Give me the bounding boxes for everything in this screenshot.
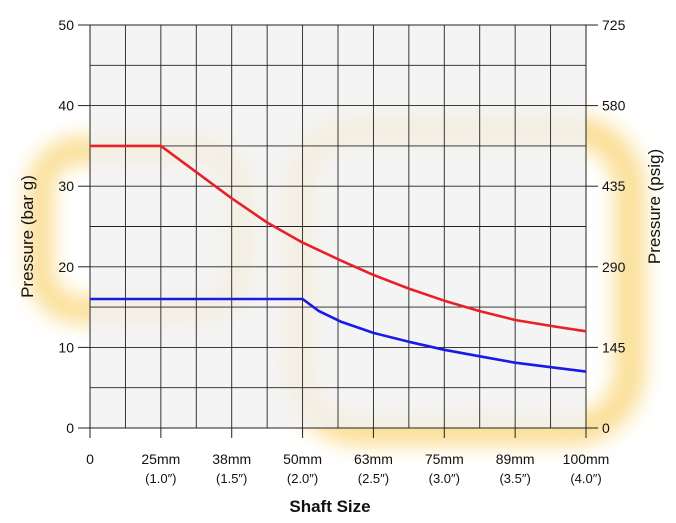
x-axis-title: Shaft Size [289, 497, 370, 516]
x-tick-sublabel: (4.0″) [570, 471, 601, 486]
y-left-tick-label: 50 [58, 17, 74, 33]
x-tick-label: 89mm [496, 451, 535, 467]
y-left-tick-label: 40 [58, 98, 74, 114]
y-right-tick-label: 435 [602, 178, 626, 194]
x-tick-label: 50mm [283, 451, 322, 467]
x-tick-sublabel: (1.0″) [145, 471, 176, 486]
y-left-tick-label: 10 [58, 339, 74, 355]
x-tick-label: 0 [86, 451, 94, 467]
y-left-tick-label: 30 [58, 178, 74, 194]
y-right-tick-label: 580 [602, 98, 626, 114]
x-tick-sublabel: (2.5″) [358, 471, 389, 486]
x-tick-label: 75mm [425, 451, 464, 467]
y-right-tick-label: 290 [602, 259, 626, 275]
y-axis-right-title: Pressure (psig) [645, 149, 664, 264]
x-tick-sublabel: (3.5″) [499, 471, 530, 486]
y-right-tick-label: 725 [602, 17, 626, 33]
x-tick-label: 100mm [563, 451, 610, 467]
y-left-tick-label: 0 [66, 420, 74, 436]
y-left-tick-label: 20 [58, 259, 74, 275]
grid-lines [78, 24, 598, 438]
x-tick-label: 25mm [141, 451, 180, 467]
y-right-tick-label: 0 [602, 420, 610, 436]
series-line-1 [90, 144, 587, 333]
series-line-2 [90, 297, 587, 373]
plot-frame [89, 24, 587, 429]
y-axis-left-title: Pressure (bar g) [18, 175, 37, 298]
x-tick-sublabel: (1.5″) [216, 471, 247, 486]
x-tick-label: 38mm [212, 451, 251, 467]
x-tick-label: 63mm [354, 451, 393, 467]
x-tick-sublabel: (3.0″) [429, 471, 460, 486]
x-tick-sublabel: (2.0″) [287, 471, 318, 486]
series-layer [90, 144, 587, 373]
y-right-tick-label: 145 [602, 339, 626, 355]
